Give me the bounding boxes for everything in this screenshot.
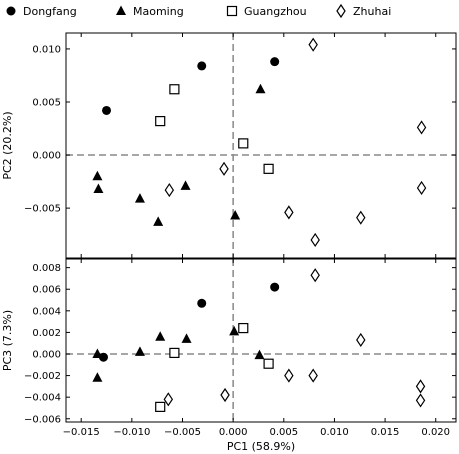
y-ticks: −0.005 0.000 0.005 0.010 (24, 44, 456, 215)
data-point-dongfang (270, 57, 280, 67)
data-point-guangzhou (238, 322, 249, 334)
y-tick-label: −0.004 (24, 393, 61, 404)
data-point-guangzhou (263, 358, 274, 369)
data-point-maoming (155, 331, 166, 341)
data-point-zhuhai (284, 205, 294, 220)
legend-marker-zhuhai (336, 3, 346, 19)
y-tick-label: −0.002 (24, 371, 61, 382)
data-point-maoming (254, 349, 265, 360)
data-point-maoming (92, 170, 103, 181)
y-tick-label: 0.000 (32, 151, 61, 162)
data-point-zhuhai (284, 368, 294, 383)
panel-pc3: −0.006 −0.004 −0.002 0.000 0.002 0.004 0.006 0.… (1, 258, 457, 425)
data-points (92, 268, 426, 412)
data-point-maoming (153, 216, 164, 226)
legend-label-guangzhou: Guangzhou (244, 5, 307, 18)
data-point-maoming (230, 210, 241, 220)
data-point-zhuhai (356, 210, 366, 225)
data-point-guangzhou (169, 84, 180, 95)
x-tick-label: 0.015 (371, 427, 400, 438)
x-tick-label: 0.010 (320, 427, 349, 438)
x-tick-label: 0.000 (219, 427, 248, 438)
legend-marker-dongfang (6, 6, 16, 16)
y-tick-label: 0.006 (32, 285, 61, 296)
reference-lines (66, 259, 456, 422)
data-point-maoming (134, 193, 145, 203)
legend: Dongfang Maoming Guangzhou Zhuhai (6, 3, 391, 19)
y-axis-label: PC3 (7.3%) (1, 310, 14, 371)
data-point-maoming (181, 333, 192, 343)
plot-frame (65, 32, 457, 259)
y-ticks: −0.006 −0.004 −0.002 0.000 0.002 0.004 0.006 0.… (24, 263, 456, 425)
data-point-maoming (255, 83, 266, 94)
x-tick-label: 0.020 (421, 427, 450, 438)
x-tick-label: −0.010 (113, 427, 150, 438)
data-point-zhuhai (220, 387, 230, 403)
data-point-maoming (180, 180, 191, 190)
data-point-guangzhou (155, 115, 166, 127)
data-point-zhuhai (163, 392, 174, 407)
data-point-zhuhai (310, 232, 320, 248)
data-point-zhuhai (164, 182, 175, 198)
legend-label-zhuhai: Zhuhai (353, 5, 391, 18)
legend-label-dongfang: Dongfang (23, 5, 77, 18)
data-point-dongfang (197, 298, 207, 308)
data-point-zhuhai (416, 180, 427, 196)
legend-marker-maoming (116, 5, 126, 15)
data-point-maoming (229, 325, 240, 336)
plot-frame (65, 258, 457, 423)
data-point-maoming (92, 372, 103, 382)
data-point-maoming (93, 183, 104, 194)
data-point-guangzhou (238, 138, 249, 149)
data-point-zhuhai (308, 37, 318, 52)
y-tick-label: 0.004 (32, 306, 61, 317)
y-tick-label: 0.002 (32, 328, 61, 339)
y-tick-label: −0.005 (24, 204, 61, 215)
data-point-maoming (92, 348, 103, 358)
data-point-dongfang (270, 282, 280, 292)
x-tick-label: −0.005 (164, 427, 201, 438)
data-point-zhuhai (415, 393, 426, 408)
y-tick-label: −0.006 (24, 414, 61, 425)
x-ticks: −0.015 −0.010 −0.005 0.000 0.005 0.010 0.015 0.… (63, 33, 450, 438)
data-point-zhuhai (416, 120, 427, 135)
y-tick-label: 0.000 (32, 349, 61, 360)
legend-marker-guangzhou (226, 5, 238, 17)
data-point-zhuhai (356, 332, 366, 348)
x-axis-label: PC1 (58.9%) (227, 440, 295, 453)
data-points (92, 37, 427, 248)
panel-pc2: −0.005 0.000 0.005 0.010 PC2 (20.2%) (1, 32, 457, 259)
x-tick-label: 0.005 (269, 427, 298, 438)
data-point-zhuhai (310, 268, 320, 283)
y-tick-label: 0.010 (32, 44, 61, 55)
data-point-zhuhai (308, 368, 318, 383)
data-point-maoming (134, 346, 145, 356)
y-axis-label: PC2 (20.2%) (1, 111, 14, 179)
x-tick-label: −0.015 (63, 427, 100, 438)
data-point-dongfang (197, 61, 207, 71)
y-tick-label: 0.005 (32, 97, 61, 108)
data-point-zhuhai (415, 379, 426, 394)
reference-lines (66, 33, 456, 258)
data-point-guangzhou (155, 401, 166, 412)
data-point-zhuhai (219, 161, 229, 176)
y-tick-label: 0.008 (32, 263, 61, 274)
data-point-guangzhou (263, 163, 274, 174)
data-point-dongfang (102, 105, 112, 115)
data-point-dongfang (98, 352, 108, 362)
legend-label-maoming: Maoming (133, 5, 184, 18)
data-point-guangzhou (169, 347, 180, 359)
